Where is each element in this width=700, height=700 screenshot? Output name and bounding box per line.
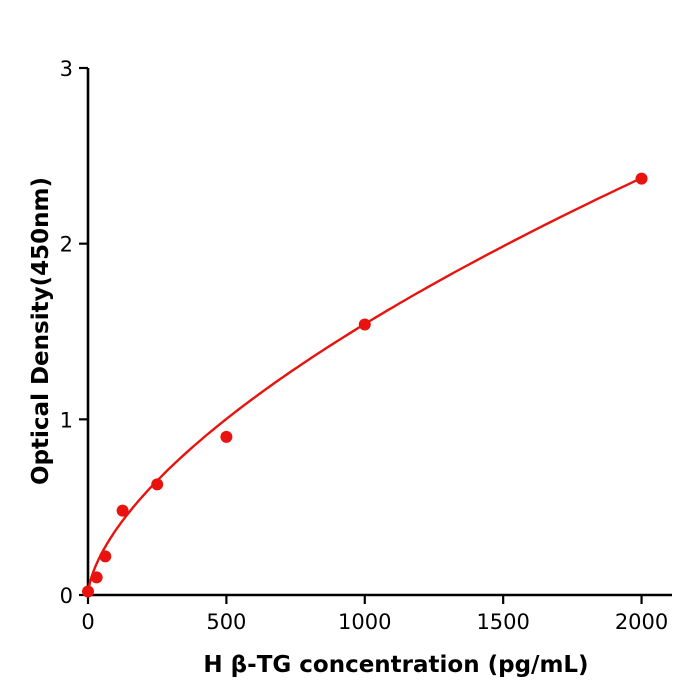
x-tick-label: 1500 [476, 610, 529, 634]
x-tick-label: 500 [206, 610, 246, 634]
data-point [220, 430, 233, 443]
fit-curve [86, 176, 643, 596]
x-axis-title: H β-TG concentration (pg/mL) [203, 652, 589, 678]
y-axis-title: Optical Density(450nm) [28, 177, 54, 485]
data-point [99, 550, 112, 563]
data-point [82, 585, 94, 598]
data-point [358, 318, 371, 331]
data-point [90, 571, 103, 584]
y-tick-label: 1 [60, 408, 73, 432]
data-point [151, 478, 164, 491]
x-tick-label: 0 [81, 610, 94, 634]
y-tick-label: 2 [60, 233, 73, 257]
x-tick-label: 1000 [338, 610, 391, 634]
x-tick-label: 2000 [615, 610, 668, 634]
data-point [116, 504, 129, 517]
y-tick-label: 3 [60, 57, 73, 81]
y-tick-label: 0 [60, 584, 73, 608]
data-point [635, 172, 648, 185]
